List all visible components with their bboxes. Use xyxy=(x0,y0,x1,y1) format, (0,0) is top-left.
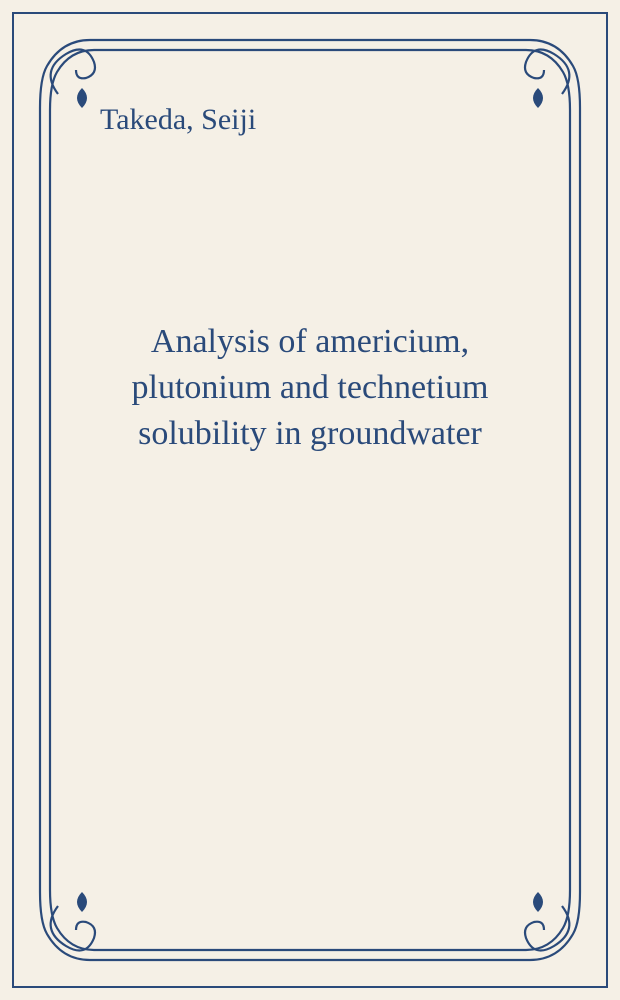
author-name: Takeda, Seiji xyxy=(100,100,520,139)
cover-page: Takeda, Seiji Analysis of americium, plu… xyxy=(0,0,620,1000)
document-title: Analysis of americium, plutonium and tec… xyxy=(106,319,514,457)
cover-content: Takeda, Seiji Analysis of americium, plu… xyxy=(100,100,520,457)
